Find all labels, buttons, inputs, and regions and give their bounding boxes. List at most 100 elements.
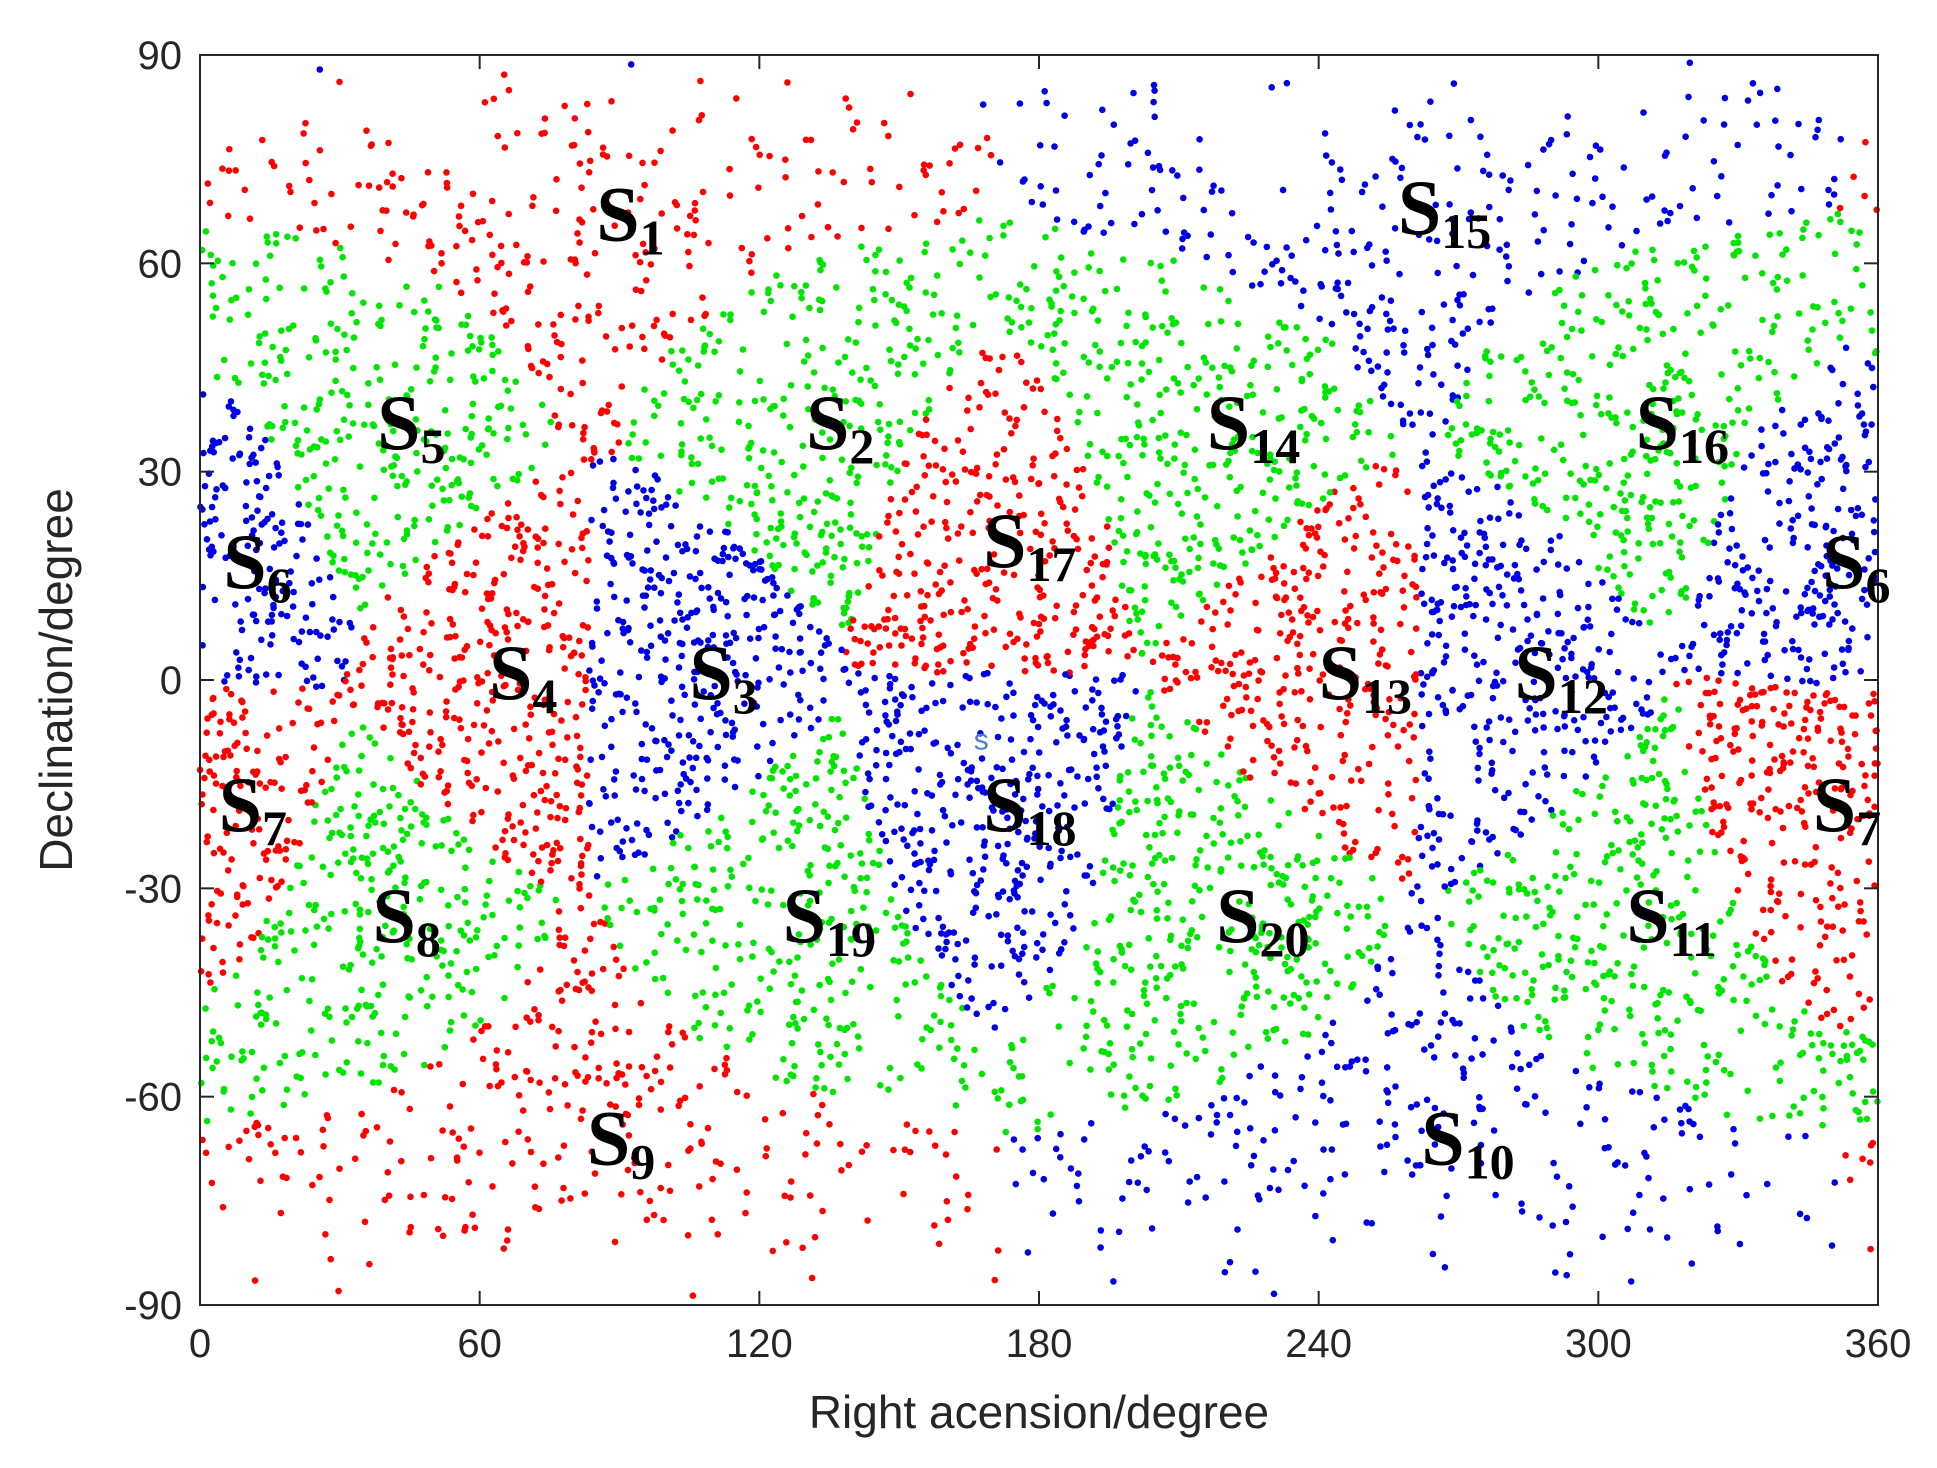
star-point [1040,592,1047,599]
star-point [1682,350,1689,358]
star-point [1805,999,1812,1006]
star-point [535,857,542,865]
star-point [1772,1064,1780,1071]
star-point [1659,668,1666,676]
star-point [814,1111,822,1119]
star-point [1414,133,1421,141]
star-point [1172,661,1179,668]
star-point [1515,441,1523,449]
star-point [212,753,220,760]
star-point [718,446,725,454]
star-point [1187,674,1195,682]
star-point [299,1049,306,1056]
star-point [1562,1218,1570,1226]
star-point [574,497,582,505]
star-point [391,361,399,369]
star-point [271,923,279,931]
star-point [1230,1051,1238,1058]
star-point [1605,224,1612,231]
star-point [708,442,716,450]
star-point [1271,1072,1279,1079]
star-point [1011,791,1019,798]
star-point [1789,539,1797,547]
star-point [1408,794,1416,802]
star-point [324,756,332,764]
star-point [1710,631,1718,639]
star-point [394,513,402,521]
star-point [855,318,862,326]
star-point [876,401,883,408]
star-point [981,612,988,620]
star-point [1081,662,1088,670]
star-point [1627,1278,1635,1285]
star-point [1701,786,1709,793]
star-point [1449,1016,1456,1024]
star-point [579,1107,586,1114]
star-point [398,1157,405,1165]
star-point [1559,655,1566,663]
star-point [219,273,226,281]
star-point [1447,812,1454,819]
star-point [1191,882,1199,890]
star-point [435,748,442,755]
star-point [1822,319,1829,327]
star-point [207,251,215,259]
star-point [1300,287,1307,295]
star-point [1153,915,1161,922]
star-point [1804,584,1811,592]
star-point [998,715,1005,722]
star-point [816,981,823,989]
star-point [719,550,727,558]
star-point [342,850,349,857]
star-point [1471,652,1478,659]
star-point [1740,464,1748,471]
star-point [1505,186,1512,194]
star-point [785,1021,793,1028]
star-point [1494,850,1501,857]
star-point [1804,337,1812,344]
star-point [1754,587,1761,595]
star-point [897,625,905,632]
star-point [325,485,333,492]
star-point [665,1161,672,1169]
star-point [874,418,882,426]
star-point [243,1127,250,1135]
star-point [1055,273,1063,281]
star-point [365,380,372,387]
star-point [699,188,707,196]
star-point [1276,700,1283,708]
star-point [488,334,496,341]
star-point [981,252,989,259]
star-point [1600,972,1607,980]
star-point [1021,667,1029,675]
star-point [943,1198,951,1205]
star-point [511,543,519,550]
star-point [1322,152,1330,159]
star-point [588,823,596,831]
star-point [1036,843,1043,850]
star-point [848,978,856,985]
star-point [1831,696,1839,704]
star-point [417,754,425,762]
star-point [1430,552,1438,559]
star-point [1737,1027,1745,1035]
star-point [1140,435,1147,443]
star-point [1529,769,1536,776]
star-point [707,728,714,736]
star-point [348,730,356,738]
star-point [882,625,890,632]
star-point [302,476,310,484]
star-point [1324,892,1331,899]
star-point [1550,1159,1557,1167]
star-point [1130,89,1137,97]
star-point [1572,494,1579,502]
star-point [914,531,922,538]
star-point [1122,435,1129,443]
star-point [1659,330,1667,338]
star-point [646,1197,654,1205]
star-point [1748,610,1756,617]
star-point [1620,536,1627,544]
star-point [428,482,436,490]
star-point [1778,752,1786,760]
star-point [1855,1108,1862,1116]
